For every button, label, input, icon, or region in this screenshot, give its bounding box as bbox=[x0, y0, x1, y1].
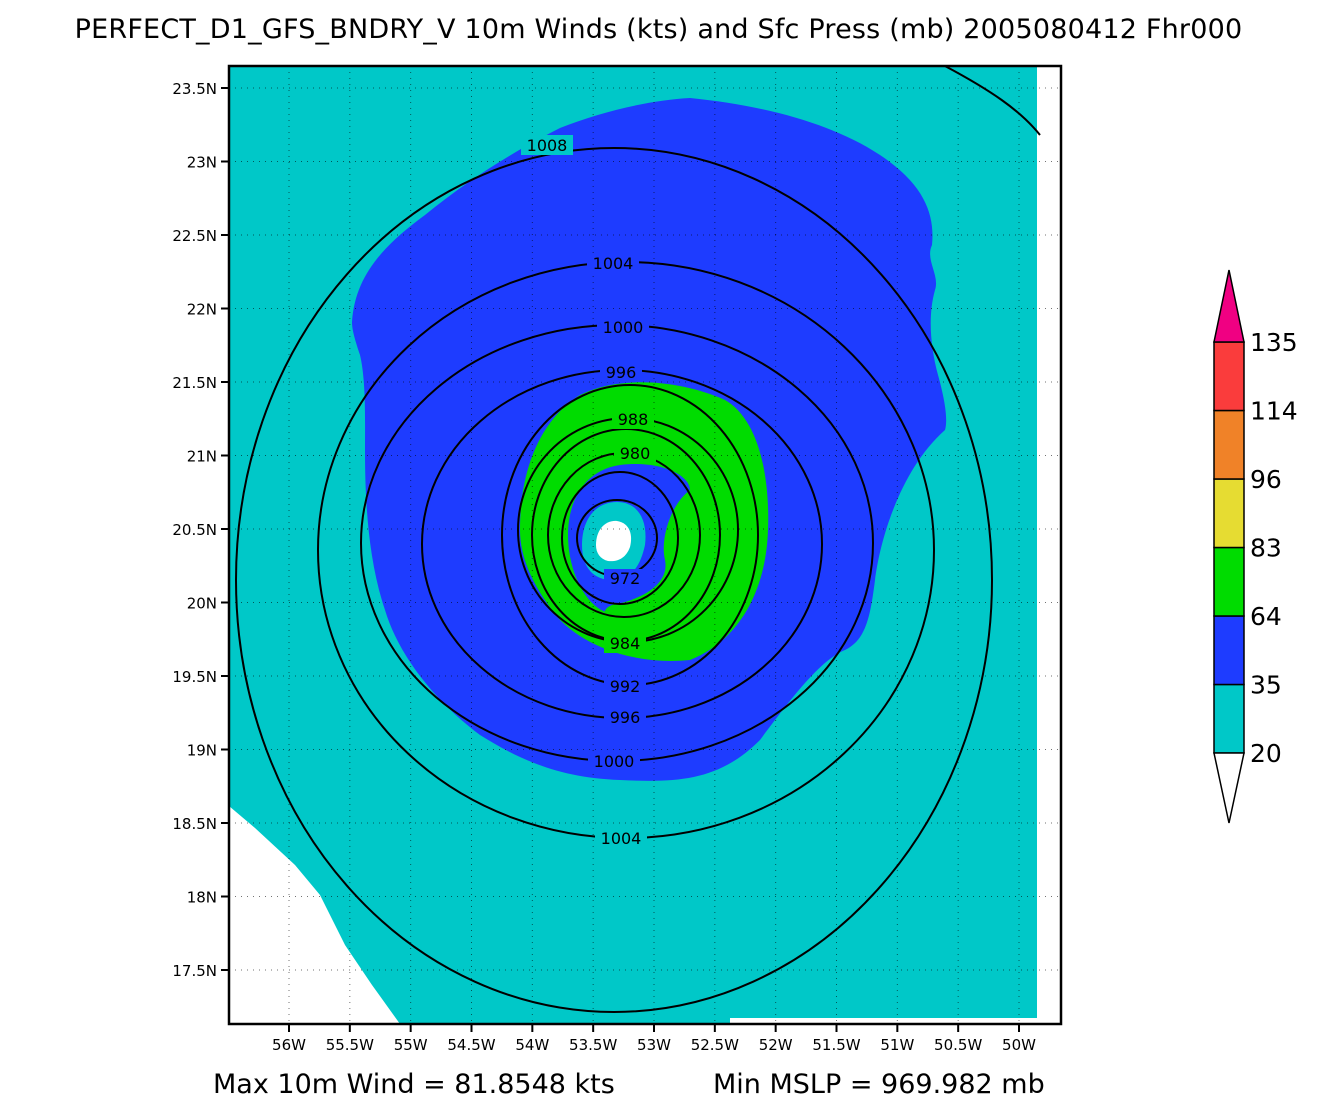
missing-data-strip-south bbox=[730, 1018, 1037, 1024]
lat-tick-label: 23.5N bbox=[172, 80, 217, 98]
legend-swatch bbox=[1213, 683, 1245, 754]
legend-level-label: 83 bbox=[1250, 534, 1282, 563]
lat-tick-label: 22N bbox=[187, 301, 217, 319]
lon-tick-label: 54.5W bbox=[447, 1036, 495, 1054]
lat-tick-label: 21.5N bbox=[172, 374, 217, 392]
lon-tick-label: 52.5W bbox=[691, 1036, 739, 1054]
contour-label-996-top: 996 bbox=[606, 363, 637, 382]
lat-tick-label: 22.5N bbox=[172, 227, 217, 245]
gridlines bbox=[229, 66, 1061, 1024]
wind-shading bbox=[229, 66, 1061, 1024]
missing-data-strip-east bbox=[1037, 66, 1061, 1024]
lon-tick-label: 54W bbox=[515, 1036, 549, 1054]
longitude-axis: 56W 55.5W 55W 54.5W 54W 53.5W 53W 52.5W 52W 51.5W… bbox=[272, 1024, 1036, 1054]
legend-swatch bbox=[1213, 478, 1245, 549]
lon-tick-label: 52W bbox=[759, 1036, 793, 1054]
latitude-axis: 17.5N 18N 18.5N 19N 19.5N 20N 20.5N 21N 21.5N 22N… bbox=[172, 80, 229, 980]
legend-swatch bbox=[1213, 615, 1245, 686]
contour-label-984: 984 bbox=[610, 634, 641, 653]
isobar-outer-1012 bbox=[944, 66, 1041, 136]
contour-label-1004-top: 1004 bbox=[593, 254, 634, 273]
lat-tick-label: 20.5N bbox=[172, 521, 217, 539]
legend-level-label: 20 bbox=[1250, 739, 1282, 768]
lon-tick-label: 50.5W bbox=[934, 1036, 982, 1054]
contour-label-972: 972 bbox=[610, 569, 641, 588]
plot-frame bbox=[227, 64, 1063, 1026]
contour-label-1008: 1008 bbox=[527, 136, 568, 155]
legend-level-label: 35 bbox=[1250, 671, 1282, 700]
legend-swatch bbox=[1213, 409, 1245, 480]
lat-tick-label: 18N bbox=[187, 889, 217, 907]
max-wind-readout: Max 10m Wind = 81.8548 kts bbox=[213, 1069, 615, 1100]
lon-tick-label: 55W bbox=[394, 1036, 428, 1054]
contour-labels: 1008 1004 1000 996 988 980 972 984 992 9… bbox=[521, 135, 656, 848]
isobar-976 bbox=[561, 471, 679, 605]
legend-swatch bbox=[1213, 341, 1245, 412]
legend-level-label: 135 bbox=[1250, 328, 1298, 357]
lon-tick-label: 53.5W bbox=[569, 1036, 617, 1054]
lon-tick-label: 50W bbox=[1002, 1036, 1036, 1054]
legend-below-min-triangle bbox=[1213, 752, 1245, 824]
lat-tick-label: 19.5N bbox=[172, 668, 217, 686]
isobar-1008 bbox=[235, 147, 993, 1013]
contour-label-996-bottom: 996 bbox=[610, 708, 641, 727]
min-mslp-readout: Min MSLP = 969.982 mb bbox=[713, 1069, 1045, 1100]
page-title: PERFECT_D1_GFS_BNDRY_V 10m Winds (kts) a… bbox=[74, 14, 1243, 45]
legend-level-label: 114 bbox=[1250, 397, 1298, 426]
legend-level-label: 96 bbox=[1250, 465, 1282, 494]
legend-swatch bbox=[1213, 546, 1245, 617]
lat-tick-label: 17.5N bbox=[172, 962, 217, 980]
contour-label-1004-bottom: 1004 bbox=[601, 829, 642, 848]
lat-tick-label: 23N bbox=[187, 154, 217, 172]
lat-tick-label: 20N bbox=[187, 595, 217, 613]
eye-calm bbox=[596, 520, 632, 562]
contour-label-1000-top: 1000 bbox=[603, 318, 644, 337]
legend-above-max-triangle bbox=[1213, 269, 1245, 343]
lon-tick-label: 51W bbox=[880, 1036, 914, 1054]
contour-label-980: 980 bbox=[620, 444, 651, 463]
wind-speed-legend: 20 35 64 83 96 114 135 bbox=[1213, 269, 1298, 824]
contour-label-1000-bottom: 1000 bbox=[594, 752, 635, 771]
contour-label-992: 992 bbox=[610, 677, 641, 696]
lon-tick-label: 51.5W bbox=[812, 1036, 860, 1054]
lat-tick-label: 18.5N bbox=[172, 815, 217, 833]
lon-tick-label: 55.5W bbox=[326, 1036, 374, 1054]
lat-tick-label: 21N bbox=[187, 448, 217, 466]
lat-tick-label: 19N bbox=[187, 742, 217, 760]
contour-label-988: 988 bbox=[618, 410, 649, 429]
legend-level-label: 64 bbox=[1250, 602, 1282, 631]
lon-tick-label: 53W bbox=[637, 1036, 671, 1054]
lon-tick-label: 56W bbox=[272, 1036, 306, 1054]
